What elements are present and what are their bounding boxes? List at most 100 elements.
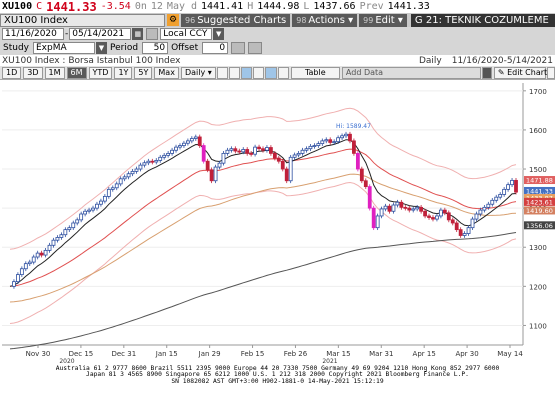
- page-title: G 21: TEKNIK COZUMLEME: [410, 13, 555, 27]
- footer-line-2: Japan 81 3 4565 8900 Singapore 65 6212 1…: [86, 371, 469, 379]
- candle-body: [174, 146, 178, 151]
- candle-body: [304, 148, 309, 151]
- period-1y-button[interactable]: 1Y: [114, 66, 133, 79]
- candle-body: [458, 229, 463, 236]
- line-tool-icon[interactable]: [241, 66, 253, 79]
- period-6m-button[interactable]: 6M: [66, 66, 87, 79]
- candle-body: [269, 147, 273, 154]
- period-max-button[interactable]: Max: [154, 66, 179, 79]
- high-annotation: Hi: 1589.47: [336, 123, 371, 130]
- candle-body: [438, 209, 443, 217]
- candle-body: [39, 252, 44, 256]
- prev-price: 1441.33: [387, 1, 430, 12]
- zoom-icon[interactable]: [253, 66, 265, 79]
- candle-body: [391, 204, 396, 212]
- y-tick-label: 1100: [529, 322, 547, 330]
- candle-body: [43, 249, 48, 256]
- period-label: Period: [110, 43, 139, 53]
- checkbox-icon[interactable]: [248, 42, 263, 54]
- candle-body: [482, 206, 487, 211]
- settings-icon[interactable]: [277, 66, 289, 79]
- go-icon[interactable]: ⚙: [167, 14, 179, 26]
- actions-button[interactable]: 98 Actions ▾: [292, 13, 358, 27]
- period-3d-button[interactable]: 3D: [23, 66, 43, 79]
- candle-body: [466, 227, 471, 234]
- draw-icon[interactable]: [228, 66, 241, 79]
- candle-body: [415, 206, 420, 210]
- offset-input[interactable]: 0: [202, 42, 229, 54]
- chevron-down-icon[interactable]: ▼: [96, 42, 107, 54]
- candle-body: [498, 194, 503, 198]
- candle-body: [185, 140, 190, 144]
- candle-body: [237, 150, 242, 153]
- period-input[interactable]: 50: [142, 42, 169, 54]
- candle-body: [12, 281, 16, 287]
- x-tick-label: Feb 26: [284, 350, 308, 358]
- period-1d-button[interactable]: 1D: [2, 66, 22, 79]
- candle-body: [344, 133, 348, 137]
- candle-body: [83, 210, 88, 215]
- period-5y-button[interactable]: 5Y: [134, 66, 153, 79]
- candle-body: [320, 140, 325, 145]
- checkbox-icon[interactable]: [146, 28, 159, 40]
- security-field[interactable]: XU100 Index: [0, 13, 165, 27]
- ema-30-line: [9, 148, 517, 287]
- candle-body: [423, 210, 427, 217]
- chart-type-icon[interactable]: [216, 66, 228, 79]
- candle-body: [249, 152, 254, 155]
- more-icon[interactable]: [546, 66, 555, 79]
- end-date-field[interactable]: 05/14/2021: [69, 28, 132, 40]
- price-label-box: [524, 197, 555, 206]
- study-bar: Study ExpMA ▼ Period 50 Offset 0: [0, 41, 555, 55]
- chevron-down-icon[interactable]: ▼: [213, 28, 225, 40]
- x-tick-label: Apr 15: [413, 350, 436, 358]
- candle-body: [51, 239, 56, 246]
- layout-icon[interactable]: [265, 66, 277, 79]
- table-button[interactable]: Table: [290, 66, 340, 79]
- period-ytd-button[interactable]: YTD: [88, 66, 113, 79]
- candle-body: [245, 149, 250, 154]
- candle-body: [494, 196, 499, 201]
- candle-body: [178, 145, 182, 148]
- candle-body: [403, 206, 408, 209]
- chevron-left-icon[interactable]: [482, 66, 492, 79]
- candle-body: [27, 261, 32, 265]
- candle-body: [233, 148, 238, 152]
- candle-body: [134, 168, 139, 172]
- edit-chart-button[interactable]: ✎ Edit Chart: [493, 66, 547, 79]
- chart-subtitle: XU100 Index : Borsa Istanbul 100 Index D…: [0, 55, 555, 66]
- suggested-charts-button[interactable]: 96 Suggested Charts: [181, 13, 291, 27]
- candle-body: [332, 141, 337, 144]
- candle-body: [79, 213, 84, 221]
- candle-body: [106, 188, 111, 197]
- candle-body: [217, 162, 222, 168]
- candle-body: [201, 145, 206, 162]
- candle-body: [419, 206, 424, 212]
- candle-body: [407, 207, 412, 211]
- candle-body: [91, 207, 95, 211]
- date-range-text: 11/16/2020-5/14/2021: [451, 55, 553, 66]
- calendar-icon[interactable]: ▦: [132, 28, 144, 40]
- ticker: XU100: [2, 1, 33, 12]
- study-select[interactable]: ExpMA: [33, 42, 95, 54]
- period-1m-button[interactable]: 1M: [44, 66, 65, 79]
- add-data-button[interactable]: Add Data: [341, 66, 482, 79]
- candle-body: [265, 147, 269, 151]
- start-date-field[interactable]: 11/16/2020: [2, 28, 64, 40]
- candle-body: [470, 218, 475, 229]
- suggested-label: Suggested Charts: [197, 14, 287, 26]
- edit-button[interactable]: 99 Edit ▾: [359, 13, 407, 27]
- candle-body: [312, 145, 317, 147]
- candle-body: [197, 136, 202, 146]
- frequency-select[interactable]: Daily ▾: [180, 66, 216, 79]
- y-tick-label: 1700: [529, 88, 547, 96]
- currency-select[interactable]: Local CCY: [160, 28, 213, 40]
- quote-bar: XU100 C 1441.33 -3.54 0n 12 May d 1441.4…: [0, 0, 555, 14]
- candle-body: [383, 205, 388, 210]
- candle-body: [47, 244, 52, 251]
- candle-body: [158, 156, 163, 161]
- checkbox-icon[interactable]: [231, 42, 246, 54]
- offset-label: Offset: [171, 43, 199, 53]
- candle-body: [182, 142, 186, 146]
